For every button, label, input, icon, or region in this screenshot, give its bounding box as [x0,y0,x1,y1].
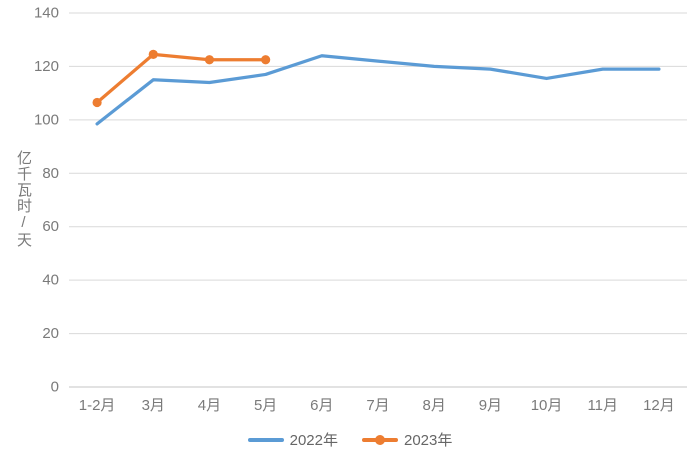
legend-marker-dot-icon [375,434,385,445]
y-axis-title: 亿千瓦时/天 [15,150,32,248]
y-tick-label: 0 [51,379,59,396]
x-tick-label: 1-2月 [79,397,116,414]
x-tick-label: 12月 [643,397,675,414]
data-point-2023年-3月[interactable] [148,49,158,60]
x-tick-label: 6月 [310,397,333,414]
y-tick-label: 100 [34,111,59,128]
x-tick-label: 3月 [142,397,165,414]
data-point-2023年-4月[interactable] [204,55,215,65]
y-tick-label: 60 [42,218,59,235]
x-tick-label: 9月 [479,397,502,414]
plot-area: 0 20 40 60 80 100 120 140 1-2月 3月 4月 5月 6月 7月 8月 9月 10月 1… [34,5,687,414]
legend-line-swatch [247,437,284,442]
legend-item-2023年[interactable]: 2023年 [362,429,452,450]
x-tick-label: 8月 [423,397,446,414]
y-tick-label: 140 [34,5,59,22]
y-tick-label: 20 [42,325,59,342]
data-point-2023年-1-2月[interactable] [92,97,102,108]
series-line-2022年[interactable] [95,54,661,126]
legend-line-swatch [362,434,398,445]
x-tick-label: 10月 [531,397,563,414]
x-tick-label: 11月 [587,397,618,414]
legend-item-2022年[interactable]: 2022年 [247,429,338,450]
y-tick-label: 40 [42,272,59,289]
x-tick-label: 4月 [198,397,221,414]
legend-label: 2022年 [289,432,338,449]
legend: 2022年 2023年 [0,429,700,450]
x-tick-label: 5月 [254,397,277,414]
data-point-2023年-5月[interactable] [261,55,271,65]
series-line-2023年[interactable] [95,52,268,105]
y-tick-label: 120 [34,58,59,75]
y-tick-label: 80 [42,165,59,182]
x-tick-label: 7月 [366,397,389,414]
legend-label: 2023年 [404,432,453,449]
